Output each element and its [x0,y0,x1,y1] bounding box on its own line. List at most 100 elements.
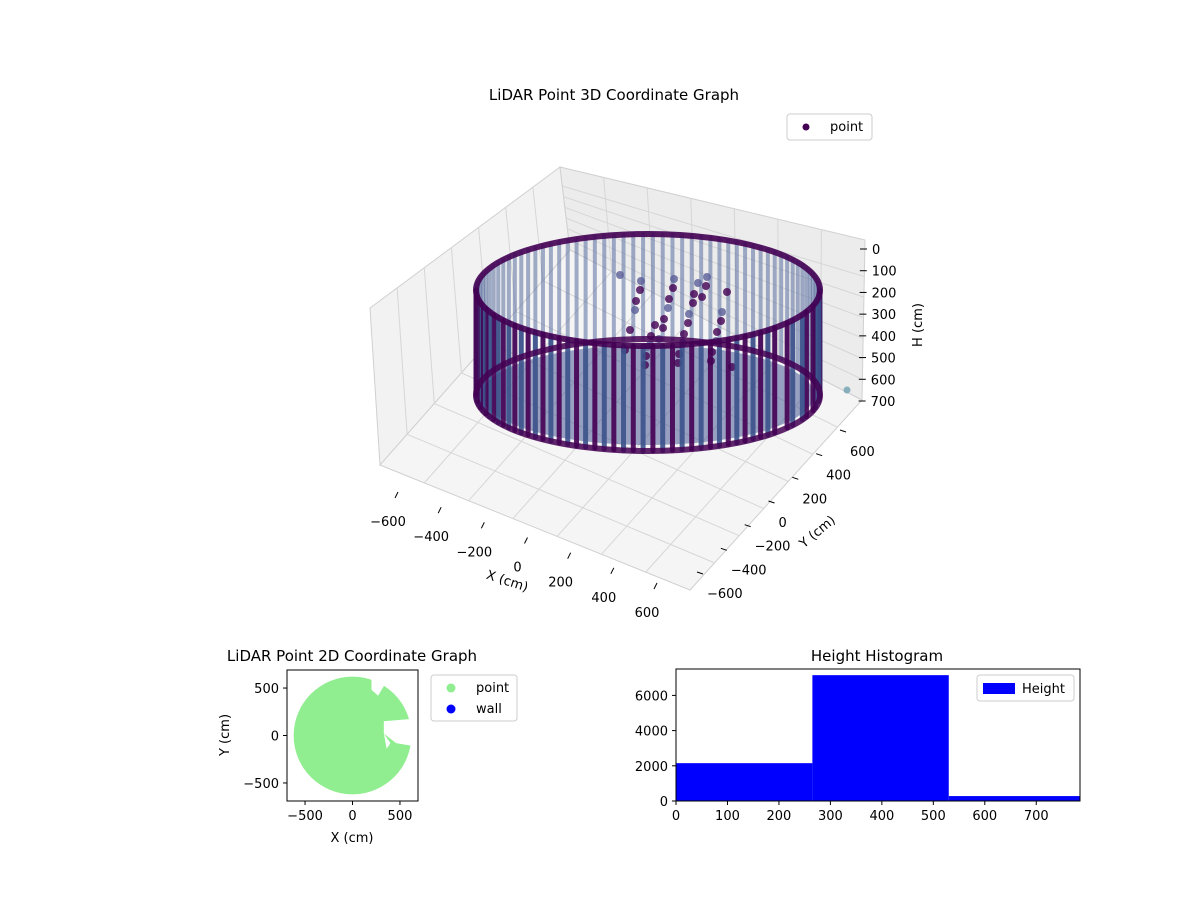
legend-hist-box [976,674,1075,702]
interior-point [703,273,711,281]
interior-point [616,271,624,279]
interior-point [660,315,668,323]
hist-bar [812,675,949,801]
y-tick-label: 2000 [635,760,668,775]
y-axis-3d: −600 −400 −200 0 200 400 600 [696,429,875,602]
x-tick [394,491,399,499]
z-axis-3d: 0 100 200 300 400 500 600 700 [858,243,897,410]
bottom-rim [473,336,823,454]
y-tick-label: 400 [826,469,851,484]
z-tick-label: 0 [872,243,880,258]
interior-point [685,310,693,318]
interior-point [626,326,634,334]
interior-point [659,324,667,332]
plot-3d: LiDAR Point 3D Coordinate Graph −600 −400… [369,86,926,621]
x-tick-label: −500 [287,809,323,824]
legend-3d-marker [802,123,810,131]
grid-line [423,267,435,404]
hist-title: Height Histogram [811,647,943,665]
legend-2d-label-wall: wall [476,702,502,717]
y-tick-label: 0 [779,516,787,531]
gap-area [371,670,384,696]
x-tick-label: 0 [513,561,521,576]
hist-frame [675,668,1081,802]
y-tick [816,453,823,457]
interior-point [637,277,645,285]
z-axis-label: H (cm) [911,303,926,347]
outlier-point [843,386,851,394]
grid-line [396,287,408,435]
grid-line [562,185,865,278]
legend-3d-label: point [830,120,863,135]
interior-point [665,295,673,303]
legend-hist-label: Height [1022,682,1065,697]
interior-point [718,308,726,316]
x-tick [437,506,442,514]
interior-point [680,330,688,338]
z-tick-label: 100 [872,265,897,280]
legend-3d-box [786,113,873,141]
y-tick [768,500,775,504]
interior-point [651,321,659,329]
z-tick-label: 700 [871,395,896,410]
legend-2d: point wall [430,674,518,722]
grid-line [450,247,462,373]
y-tick-label: −400 [731,563,767,578]
x-tick [480,522,485,529]
y-tick-label: −600 [707,587,743,602]
x-tick [567,552,572,559]
x-axis-3d: −600 −400 −200 0 200 400 600 [370,491,659,621]
gap-area [383,733,391,749]
interior-point [669,284,677,292]
x-tick-label: 300 [818,809,843,824]
x-axis-label: X (cm) [484,568,530,596]
x-tick-label: 100 [715,809,740,824]
y-tick-label: 6000 [635,689,668,704]
x-tick-label: 0 [672,809,680,824]
x-tick-label: 400 [869,809,894,824]
x-tick-label: −600 [370,515,406,530]
x-tick-label: 400 [591,591,616,606]
interior-point [636,286,644,294]
legend-2d-marker-point [446,683,456,693]
x-tick-label: −200 [456,545,492,560]
hist-bar [676,763,813,801]
y-tick [720,547,727,551]
hist-bar [948,796,1080,801]
y-axis-2d-label: Y (cm) [218,714,233,757]
x-tick-label: −400 [413,530,449,545]
interior-point [702,282,710,290]
plot-hist: Height Histogram 0 100 200 300 400 500 600 7000… [635,647,1081,824]
interior-point [632,297,640,305]
axes-2d: −500 −500 0 0 500 500 [243,682,412,824]
z-tick-label: 600 [871,373,896,388]
y-tick-label: 600 [850,445,875,460]
grid-line [603,177,613,272]
interior-point [717,317,725,325]
x-tick-label: 600 [972,809,997,824]
interior-point [694,279,702,287]
x-tick-label: 200 [548,576,573,591]
y-axis-label: Y (cm) [796,513,839,552]
plot-2d: LiDAR Point 2D Coordinate Graph −500−500… [218,647,518,846]
x-tick [524,537,528,544]
z-tick-label: 300 [871,308,896,323]
x-tick-label: 200 [767,809,792,824]
x-tick-label: 700 [1024,809,1049,824]
z-tick-label: 400 [871,330,896,345]
hist-bars [676,675,1080,801]
point-disk [293,670,418,795]
interior-point [690,290,698,298]
legend-2d-marker-wall [446,704,456,714]
x-tick [610,567,615,575]
interior-point [684,319,692,327]
x-tick-label: 500 [388,809,413,824]
legend-2d-label-point: point [476,681,509,696]
floor-points [482,345,814,445]
y-tick-label: 500 [254,682,279,697]
y-tick-label: 0 [660,795,668,810]
z-tick-label: 200 [872,286,897,301]
y-tick [744,524,751,528]
x-tick-label: 0 [348,809,356,824]
